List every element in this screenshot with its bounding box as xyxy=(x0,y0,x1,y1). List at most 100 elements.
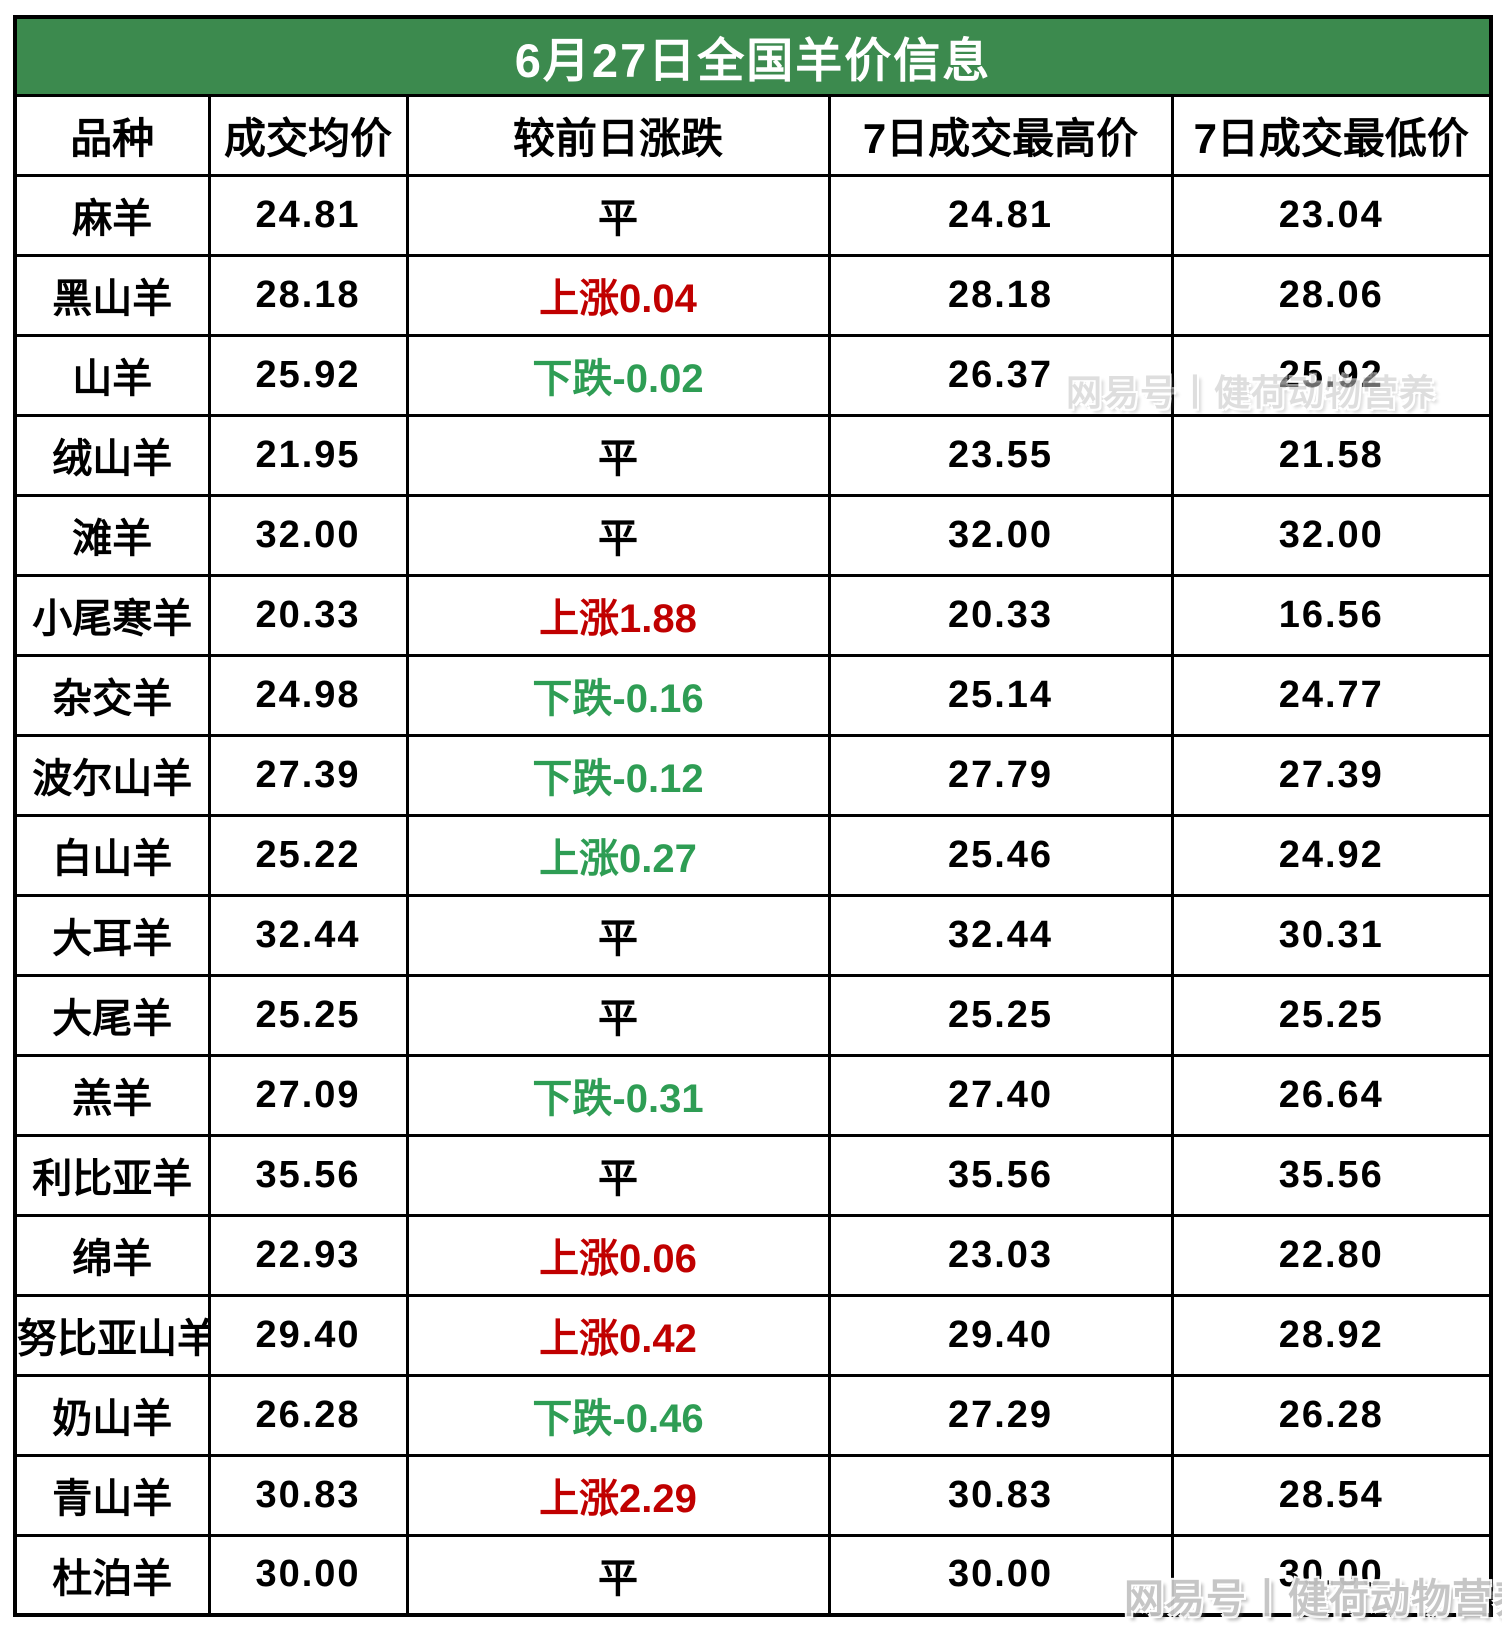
cell-7d-high: 20.33 xyxy=(827,573,1174,657)
cell-breed: 努比亚山羊 xyxy=(13,1293,211,1377)
cell-breed: 绒山羊 xyxy=(13,413,211,497)
cell-avg-price: 30.83 xyxy=(207,1453,409,1537)
cell-change: 上涨1.88 xyxy=(405,573,831,657)
table-row: 杂交羊 24.98 下跌-0.16 25.14 24.77 xyxy=(13,653,1493,737)
cell-7d-high: 24.81 xyxy=(827,173,1174,257)
cell-avg-price: 24.98 xyxy=(207,653,409,737)
cell-avg-price: 26.28 xyxy=(207,1373,409,1457)
cell-7d-high: 30.83 xyxy=(827,1453,1174,1537)
price-table: 6月27日全国羊价信息 品种 成交均价 较前日涨跌 7日成交最高价 7日成交最低… xyxy=(13,15,1494,1617)
cell-7d-low: 28.06 xyxy=(1170,253,1493,337)
table-row: 小尾寒羊 20.33 上涨1.88 20.33 16.56 xyxy=(13,573,1493,657)
cell-breed: 黑山羊 xyxy=(13,253,211,337)
cell-7d-high: 29.40 xyxy=(827,1293,1174,1377)
cell-change: 上涨0.06 xyxy=(405,1213,831,1297)
cell-avg-price: 25.22 xyxy=(207,813,409,897)
cell-change: 上涨0.27 xyxy=(405,813,831,897)
cell-7d-low: 26.28 xyxy=(1170,1373,1493,1457)
cell-avg-price: 32.44 xyxy=(207,893,409,977)
cell-7d-high: 25.25 xyxy=(827,973,1174,1057)
table-row: 麻羊 24.81 平 24.81 23.04 xyxy=(13,173,1493,257)
table-row: 羔羊 27.09 下跌-0.31 27.40 26.64 xyxy=(13,1053,1493,1137)
cell-breed: 羔羊 xyxy=(13,1053,211,1137)
cell-breed: 大耳羊 xyxy=(13,893,211,977)
cell-change: 上涨0.04 xyxy=(405,253,831,337)
cell-7d-high: 27.40 xyxy=(827,1053,1174,1137)
cell-change: 下跌-0.46 xyxy=(405,1373,831,1457)
cell-change: 平 xyxy=(405,1133,831,1217)
page-title: 6月27日全国羊价信息 xyxy=(13,15,1493,97)
cell-7d-low: 21.58 xyxy=(1170,413,1493,497)
table-row: 波尔山羊 27.39 下跌-0.12 27.79 27.39 xyxy=(13,733,1493,817)
cell-breed: 杂交羊 xyxy=(13,653,211,737)
title-bar: 6月27日全国羊价信息 xyxy=(13,15,1493,97)
cell-7d-high: 30.00 xyxy=(827,1533,1174,1617)
cell-breed: 大尾羊 xyxy=(13,973,211,1057)
cell-breed: 山羊 xyxy=(13,333,211,417)
table-row: 利比亚羊 35.56 平 35.56 35.56 xyxy=(13,1133,1493,1217)
col-header-avg-price: 成交均价 xyxy=(207,93,409,177)
table-body: 麻羊 24.81 平 24.81 23.04 黑山羊 28.18 上涨0.04 28.18 28.… xyxy=(13,173,1493,1617)
table-row: 绵羊 22.93 上涨0.06 23.03 22.80 xyxy=(13,1213,1493,1297)
cell-7d-high: 27.29 xyxy=(827,1373,1174,1457)
cell-7d-low: 24.92 xyxy=(1170,813,1493,897)
cell-breed: 绵羊 xyxy=(13,1213,211,1297)
table-row: 绒山羊 21.95 平 23.55 21.58 xyxy=(13,413,1493,497)
cell-breed: 青山羊 xyxy=(13,1453,211,1537)
cell-7d-low: 22.80 xyxy=(1170,1213,1493,1297)
table-row: 大耳羊 32.44 平 32.44 30.31 xyxy=(13,893,1493,977)
cell-avg-price: 24.81 xyxy=(207,173,409,257)
cell-avg-price: 22.93 xyxy=(207,1213,409,1297)
cell-change: 平 xyxy=(405,893,831,977)
cell-breed: 小尾寒羊 xyxy=(13,573,211,657)
table-row: 黑山羊 28.18 上涨0.04 28.18 28.06 xyxy=(13,253,1493,337)
cell-breed: 滩羊 xyxy=(13,493,211,577)
cell-7d-low: 30.31 xyxy=(1170,893,1493,977)
cell-change: 下跌-0.31 xyxy=(405,1053,831,1137)
col-header-7d-low: 7日成交最低价 xyxy=(1170,93,1493,177)
cell-avg-price: 30.00 xyxy=(207,1533,409,1617)
cell-avg-price: 25.92 xyxy=(207,333,409,417)
cell-7d-high: 25.46 xyxy=(827,813,1174,897)
cell-change: 平 xyxy=(405,973,831,1057)
cell-7d-low: 28.92 xyxy=(1170,1293,1493,1377)
cell-avg-price: 27.39 xyxy=(207,733,409,817)
cell-change: 平 xyxy=(405,413,831,497)
cell-7d-low: 25.25 xyxy=(1170,973,1493,1057)
cell-7d-low: 23.04 xyxy=(1170,173,1493,257)
table-row: 白山羊 25.22 上涨0.27 25.46 24.92 xyxy=(13,813,1493,897)
cell-7d-high: 27.79 xyxy=(827,733,1174,817)
cell-change: 下跌-0.12 xyxy=(405,733,831,817)
cell-breed: 奶山羊 xyxy=(13,1373,211,1457)
cell-7d-high: 32.00 xyxy=(827,493,1174,577)
cell-7d-high: 23.55 xyxy=(827,413,1174,497)
cell-7d-low: 30.00 xyxy=(1170,1533,1493,1617)
cell-avg-price: 21.95 xyxy=(207,413,409,497)
column-header-row: 品种 成交均价 较前日涨跌 7日成交最高价 7日成交最低价 xyxy=(13,93,1493,177)
cell-avg-price: 20.33 xyxy=(207,573,409,657)
cell-7d-low: 32.00 xyxy=(1170,493,1493,577)
table-row: 山羊 25.92 下跌-0.02 26.37 25.92 xyxy=(13,333,1493,417)
cell-7d-high: 26.37 xyxy=(827,333,1174,417)
col-header-7d-high: 7日成交最高价 xyxy=(827,93,1174,177)
cell-7d-low: 16.56 xyxy=(1170,573,1493,657)
col-header-breed: 品种 xyxy=(13,93,211,177)
cell-avg-price: 25.25 xyxy=(207,973,409,1057)
cell-change: 下跌-0.02 xyxy=(405,333,831,417)
cell-7d-low: 28.54 xyxy=(1170,1453,1493,1537)
cell-breed: 白山羊 xyxy=(13,813,211,897)
cell-7d-low: 25.92 xyxy=(1170,333,1493,417)
cell-avg-price: 35.56 xyxy=(207,1133,409,1217)
cell-change: 上涨0.42 xyxy=(405,1293,831,1377)
cell-7d-high: 23.03 xyxy=(827,1213,1174,1297)
table-row: 杜泊羊 30.00 平 30.00 30.00 xyxy=(13,1533,1493,1617)
cell-7d-low: 26.64 xyxy=(1170,1053,1493,1137)
cell-avg-price: 29.40 xyxy=(207,1293,409,1377)
cell-7d-high: 28.18 xyxy=(827,253,1174,337)
cell-change: 下跌-0.16 xyxy=(405,653,831,737)
cell-change: 平 xyxy=(405,493,831,577)
cell-breed: 杜泊羊 xyxy=(13,1533,211,1617)
col-header-day-change: 较前日涨跌 xyxy=(405,93,831,177)
cell-7d-low: 24.77 xyxy=(1170,653,1493,737)
cell-change: 平 xyxy=(405,1533,831,1617)
